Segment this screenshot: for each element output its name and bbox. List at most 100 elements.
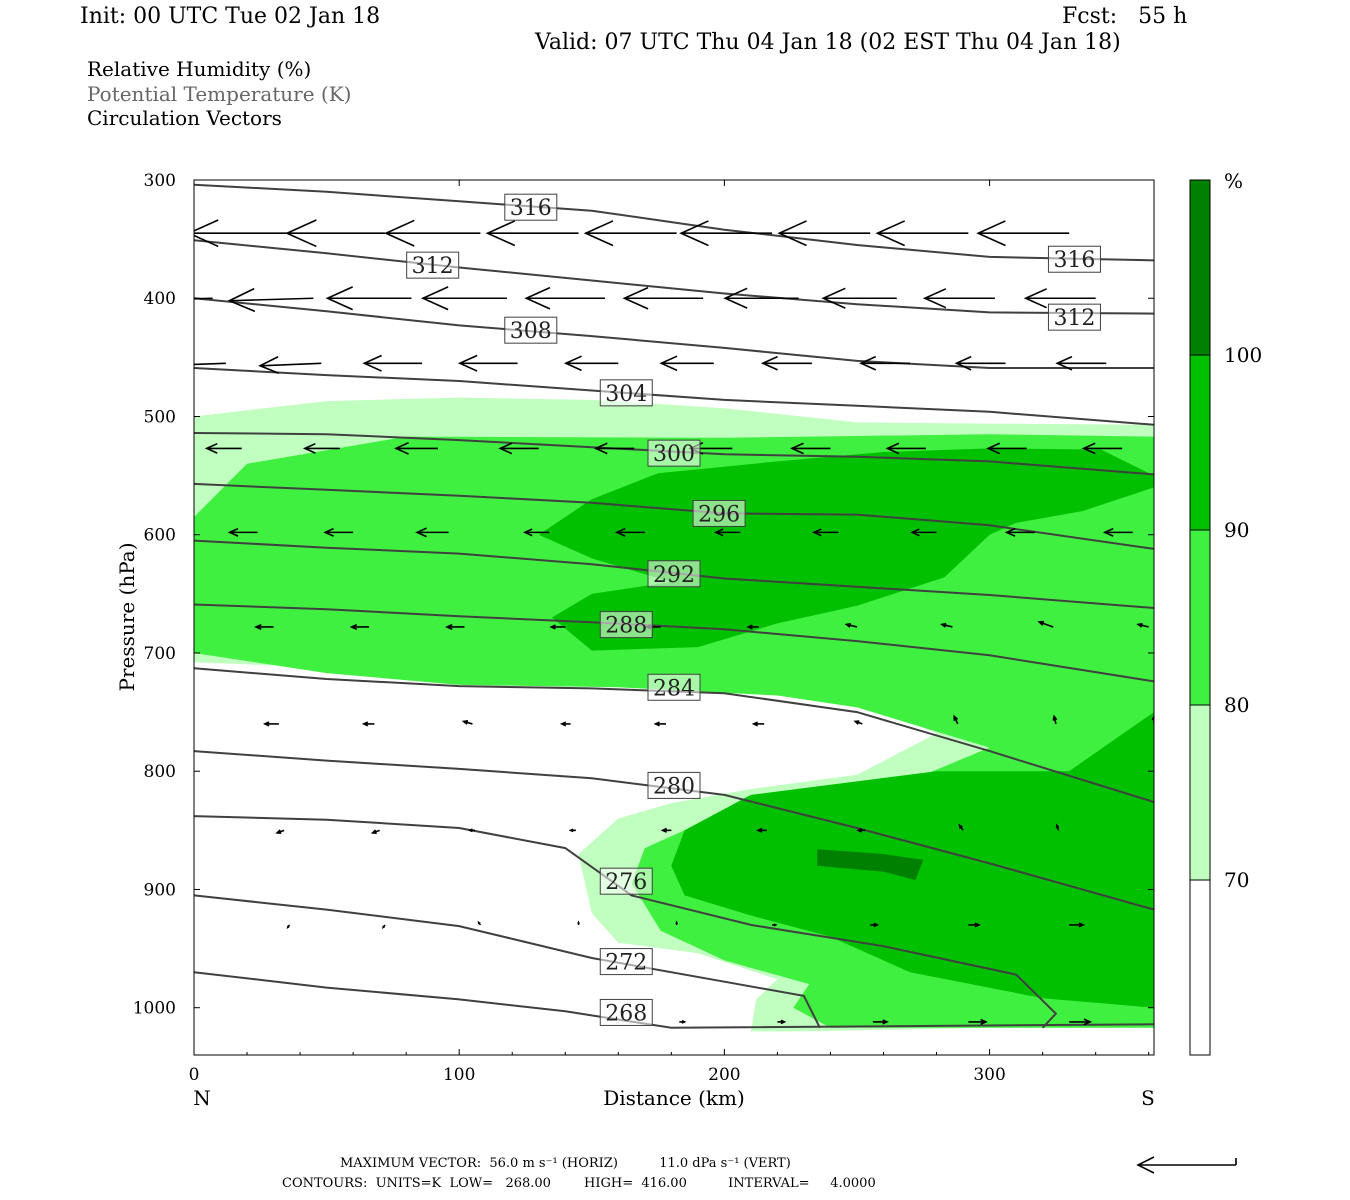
theta-label-272-0: 272	[599, 948, 653, 976]
vector-arrow-5-6	[844, 622, 858, 628]
vector-arrow-2-1	[258, 356, 322, 375]
vector-arrow-5-2	[445, 623, 465, 631]
colorbar-label-70: 70	[1224, 868, 1249, 892]
max-vector-caption: MAXIMUM VECTOR: 56.0 m s⁻¹ (HORIZ) 11.0 …	[340, 1156, 791, 1171]
vector-arrow-9-4	[1069, 1018, 1093, 1026]
contour-labels: 316 316 312 312 308 304 300 296 292 288 284 280 276 2…	[406, 193, 1101, 1026]
north-end-label: N	[193, 1086, 211, 1110]
vector-arrow-1-8	[922, 288, 995, 309]
vector-arrow-4-9	[1102, 527, 1133, 537]
vector-arrow-3-8	[986, 442, 1027, 455]
theta-label-box	[599, 948, 653, 976]
theta-contour-304	[194, 367, 1154, 426]
theta-label-text: 288	[605, 614, 647, 639]
max-vector-key-arrow	[1136, 1156, 1237, 1174]
contours-caption: CONTOURS: UNITS=K LOW= 268.00 HIGH= 416.…	[282, 1176, 876, 1191]
vector-arrow-9-0	[679, 1019, 687, 1024]
vector-arrow-4-4	[614, 527, 645, 537]
vector-arrow-2-0	[194, 362, 226, 366]
rh-region-100-4	[817, 849, 924, 880]
vector-arrow-6-5	[751, 721, 765, 727]
theta-label-box	[599, 867, 653, 895]
colorbar-segment-2	[1189, 529, 1211, 706]
vector-arrow-4-5	[713, 528, 741, 537]
vector-arrow-8-8	[1069, 922, 1086, 928]
vector-arrow-8-6	[870, 922, 880, 928]
vector-arrow-3-4	[593, 442, 635, 455]
theta-label-text: 292	[653, 563, 695, 588]
y-axis-label: Pressure (hPa)	[115, 543, 139, 692]
vector-arrow-0-1	[194, 219, 287, 248]
vector-arrow-0-2	[284, 219, 385, 248]
vector-arrow-8-2	[477, 920, 482, 926]
vector-arrow-3-6	[790, 442, 831, 455]
theta-label-box	[504, 193, 558, 221]
theta-label-box	[504, 316, 558, 344]
theta-contour-312	[194, 239, 1154, 315]
max-vector-key	[1136, 1156, 1237, 1174]
colorbar-segment-0	[1189, 879, 1211, 1056]
theta-label-box	[647, 673, 701, 701]
south-end-label: S	[1141, 1086, 1155, 1110]
theta-label-300-0: 300	[647, 439, 701, 467]
colorbar-segment-3	[1189, 354, 1211, 531]
vector-arrow-6-4	[653, 721, 667, 727]
theta-label-box	[599, 998, 653, 1026]
vector-arrow-1-1	[227, 287, 314, 313]
vector-arrow-5-0	[254, 623, 274, 631]
x-tick-label-0: 0	[189, 1065, 200, 1085]
vector-arrow-7-5	[756, 827, 767, 833]
vector-arrow-4-2	[415, 527, 449, 538]
theta-label-312-1: 312	[1047, 303, 1101, 331]
theta-contour-296	[194, 482, 1154, 550]
vector-arrow-3-3	[498, 442, 539, 455]
vector-arrow-7-2	[467, 828, 476, 833]
vector-arrow-7-7	[958, 823, 964, 831]
colorbar: % 70 80 90 100	[1189, 169, 1262, 1056]
vector-arrow-0-5	[583, 220, 677, 247]
vector-arrow-6-1	[361, 721, 375, 727]
vector-arrow-6-2	[461, 719, 473, 725]
theta-contour-316	[194, 183, 1154, 262]
vector-arrow-1-9	[1023, 288, 1096, 309]
vector-arrow-7-4	[660, 827, 672, 833]
vector-arrow-4-1	[323, 527, 354, 537]
vector-arrow-0-9	[976, 220, 1070, 247]
theta-label-text: 304	[605, 382, 647, 407]
colorbar-label-90: 90	[1224, 518, 1249, 542]
vector-arrow-7-6	[855, 828, 865, 833]
plot-frame	[193, 179, 1155, 1056]
theta-label-text: 276	[605, 870, 647, 895]
theta-label-box	[1047, 303, 1101, 331]
theta-label-284-0: 284	[647, 673, 701, 701]
theta-label-text: 268	[605, 1001, 647, 1026]
vector-arrow-5-1	[349, 623, 370, 631]
vector-arrow-9-2	[872, 1019, 889, 1025]
x-tick-label-100: 100	[443, 1065, 475, 1085]
y-tick-label-600: 600	[144, 526, 176, 546]
theta-label-304-0: 304	[599, 379, 653, 407]
y-tick-label-700: 700	[144, 644, 176, 664]
theta-label-box	[647, 560, 701, 588]
vector-arrow-5-9	[1136, 622, 1149, 628]
theta-label-text: 312	[1053, 306, 1095, 331]
vector-arrow-4-7	[910, 528, 937, 537]
vector-arrow-8-5	[772, 923, 778, 927]
vector-arrow-2-7	[859, 355, 911, 371]
theta-label-box	[647, 439, 701, 467]
theta-label-288-0: 288	[599, 611, 653, 639]
vector-arrow-9-1	[777, 1019, 787, 1025]
legend-relative-humidity: Relative Humidity (%)	[87, 57, 312, 81]
theta-label-box	[1047, 245, 1101, 273]
vector-arrow-8-1	[382, 924, 386, 930]
vector-arrow-6-3	[559, 721, 571, 727]
theta-label-text: 308	[510, 319, 552, 344]
vector-arrow-2-3	[457, 354, 518, 372]
vector-arrow-6-8	[1052, 714, 1058, 725]
vector-arrow-3-7	[885, 442, 926, 455]
theta-contour-272	[194, 894, 821, 1029]
vector-arrow-5-5	[746, 624, 759, 630]
vector-arrow-1-3	[420, 286, 507, 311]
vector-arrow-8-3	[577, 920, 580, 925]
